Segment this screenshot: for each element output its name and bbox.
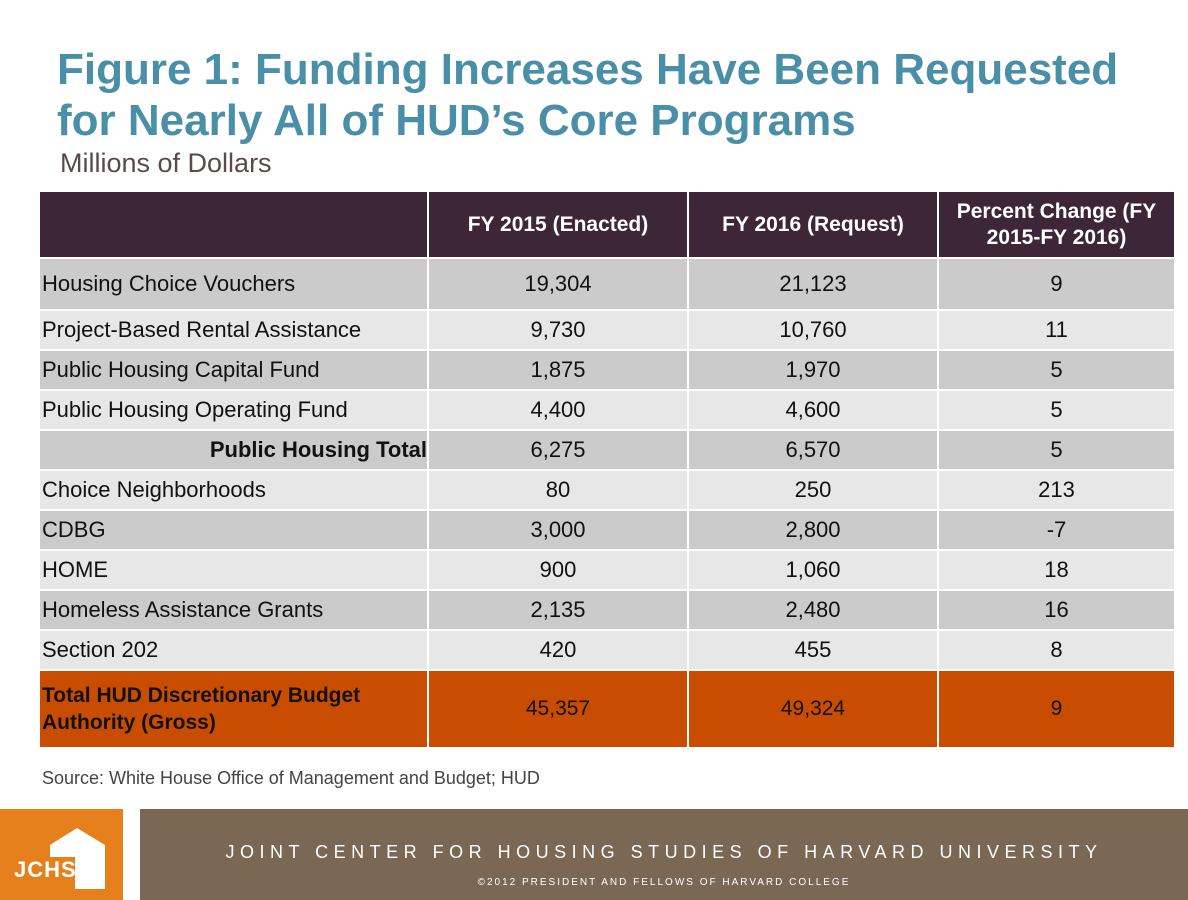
table-row: CDBG 3,000 2,800 -7 [38,509,1176,551]
cell-fy2015: 4,400 [427,389,689,431]
table-row: Housing Choice Vouchers 19,304 21,123 9 [38,257,1176,311]
total-row: Total HUD Discretionary Budget Authority… [38,669,1176,749]
cell-fy2015: 420 [427,629,689,671]
row-label: HOME [38,549,429,591]
cell-fy2016: 10,760 [687,309,939,351]
row-label: Homeless Assistance Grants [38,589,429,631]
cell-fy2016: 4,600 [687,389,939,431]
table-row: HOME 900 1,060 18 [38,549,1176,591]
cell-percent-change: 8 [937,629,1176,671]
table-row: Choice Neighborhoods 80 250 213 [38,469,1176,511]
table-row: Homeless Assistance Grants 2,135 2,480 16 [38,589,1176,631]
slide-title: Figure 1: Funding Increases Have Been Re… [57,45,1119,145]
cell-fy2015: 900 [427,549,689,591]
budget-table: FY 2015 (Enacted) FY 2016 (Request) Perc… [38,190,1176,749]
table-header-row: FY 2015 (Enacted) FY 2016 (Request) Perc… [38,190,1176,259]
footer-band: JOINT CENTER FOR HOUSING STUDIES OF HARV… [140,809,1188,900]
header-blank [38,190,429,259]
slide-subtitle: Millions of Dollars [60,148,272,178]
cell-percent-change: 18 [937,549,1176,591]
row-label: CDBG [38,509,429,551]
cell-fy2016: 250 [687,469,939,511]
cell-percent-change: 5 [937,349,1176,391]
header-fy2015: FY 2015 (Enacted) [427,190,689,259]
row-label: Section 202 [38,629,429,671]
row-label: Choice Neighborhoods [38,469,429,511]
row-label: Housing Choice Vouchers [38,257,429,311]
row-label: Public Housing Capital Fund [38,349,429,391]
cell-fy2016: 455 [687,629,939,671]
cell-percent-change: 11 [937,309,1176,351]
cell-fy2016: 6,570 [687,429,939,471]
cell-percent-change: 213 [937,469,1176,511]
table-row: Project-Based Rental Assistance 9,730 10,7… [38,309,1176,351]
cell-fy2016: 49,324 [687,669,939,749]
table-row: Public Housing Capital Fund 1,875 1,970 5 [38,349,1176,391]
header-percent-change-label: Percent Change (FY 2015-FY 2016) [956,199,1157,249]
cell-fy2015: 2,135 [427,589,689,631]
jchs-logo: JCHS [0,809,123,900]
cell-fy2015: 19,304 [427,257,689,311]
table-row: Public Housing Operating Fund 4,400 4,600 5 [38,389,1176,431]
cell-fy2015: 45,357 [427,669,689,749]
cell-fy2015: 80 [427,469,689,511]
header-fy2016: FY 2016 (Request) [687,190,939,259]
row-label: Project-Based Rental Assistance [38,309,429,351]
cell-fy2015: 3,000 [427,509,689,551]
row-label: Public Housing Operating Fund [38,389,429,431]
row-label: Public Housing Total [38,429,429,471]
cell-percent-change: 5 [937,389,1176,431]
cell-fy2016: 2,480 [687,589,939,631]
cell-percent-change: 9 [937,669,1176,749]
header-percent-change: Percent Change (FY 2015-FY 2016) [937,190,1176,259]
row-label: Total HUD Discretionary Budget Authority… [38,669,429,749]
cell-fy2016: 21,123 [687,257,939,311]
cell-fy2016: 1,060 [687,549,939,591]
cell-fy2015: 9,730 [427,309,689,351]
cell-percent-change: 16 [937,589,1176,631]
table-row: Section 202 420 455 8 [38,629,1176,671]
source-note: Source: White House Office of Management… [42,768,540,788]
cell-fy2016: 1,970 [687,349,939,391]
cell-percent-change: 5 [937,429,1176,471]
house-icon [50,828,105,889]
cell-percent-change: -7 [937,509,1176,551]
table-row: Public Housing Total 6,275 6,570 5 [38,429,1176,471]
logo-text: JCHS [14,857,77,882]
cell-percent-change: 9 [937,257,1176,311]
cell-fy2016: 2,800 [687,509,939,551]
copyright: ©2012 PRESIDENT AND FELLOWS OF HARVARD C… [477,877,851,888]
org-name: JOINT CENTER FOR HOUSING STUDIES OF HARV… [225,842,1103,862]
cell-fy2015: 6,275 [427,429,689,471]
cell-fy2015: 1,875 [427,349,689,391]
